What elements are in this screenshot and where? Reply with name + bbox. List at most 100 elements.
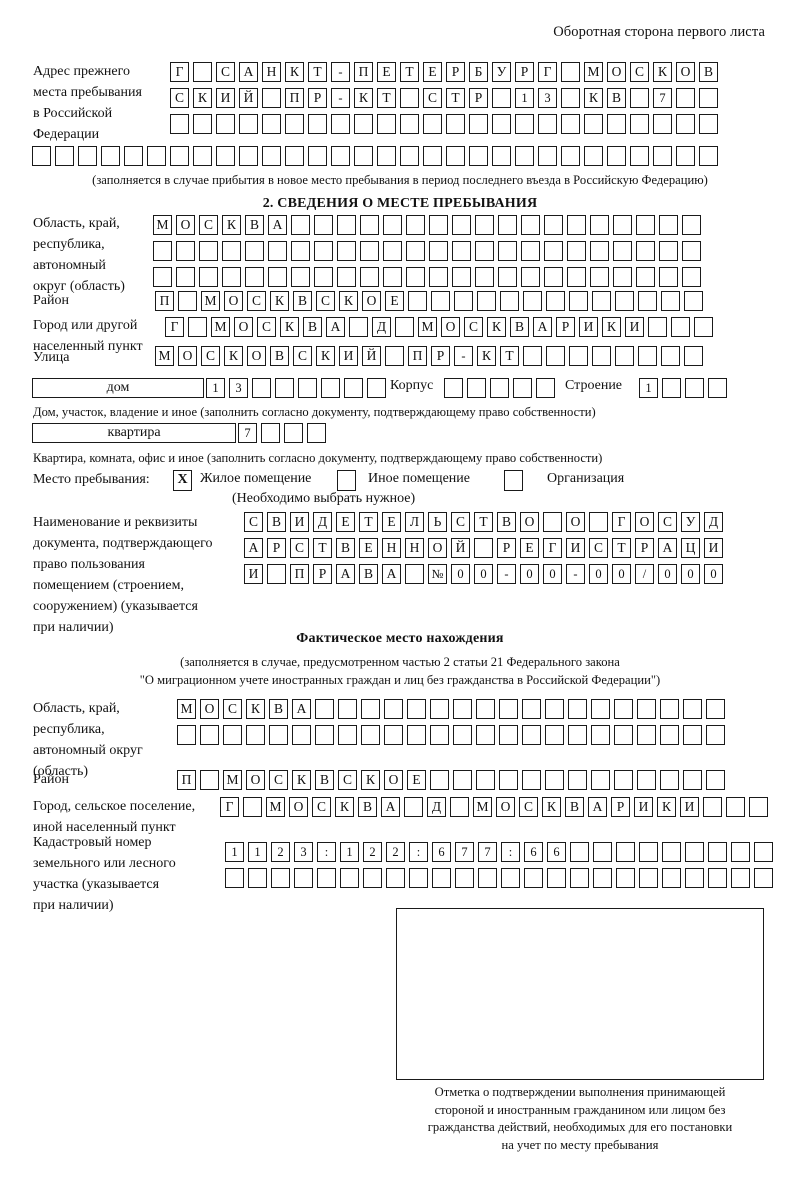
actual-region-row-1-cell-22[interactable] (660, 699, 679, 719)
prev-address-row-1-cell-1[interactable]: Г (170, 62, 189, 82)
city-row-cell-2[interactable] (188, 317, 207, 337)
prev-address-row-4-cell-18[interactable] (423, 146, 442, 166)
prev-address-row-4-cell-13[interactable] (308, 146, 327, 166)
house-cells-cell-3[interactable] (252, 378, 271, 398)
street-row-cell-18[interactable] (546, 346, 565, 366)
prev-address-row-3-cell-6[interactable] (285, 114, 304, 134)
actual-region-row-2-cell-20[interactable] (614, 725, 633, 745)
region-row-2-cell-23[interactable] (659, 241, 678, 261)
cadastral-row-1-cell-7[interactable]: 2 (363, 842, 382, 862)
document-row-2-cell-20[interactable]: Ц (681, 538, 700, 558)
region-row-3-cell-11[interactable] (383, 267, 402, 287)
cadastral-row-1-cell-9[interactable]: : (409, 842, 428, 862)
document-row-2-cell-1[interactable]: А (244, 538, 263, 558)
prev-address-row-2-cell-21[interactable] (630, 88, 649, 108)
actual-city-row-cell-21[interactable]: И (680, 797, 699, 817)
district-row-cell-7[interactable]: В (293, 291, 312, 311)
region-row-2-cell-19[interactable] (567, 241, 586, 261)
prev-address-row-3-cell-16[interactable] (515, 114, 534, 134)
document-row-3-cell-14[interactable]: 0 (543, 564, 562, 584)
document-row-3-cell-19[interactable]: 0 (658, 564, 677, 584)
prev-address-row-1-cell-6[interactable]: К (285, 62, 304, 82)
document-row-2-cell-17[interactable]: Т (612, 538, 631, 558)
prev-address-row-1-cell-8[interactable]: - (331, 62, 350, 82)
actual-district-row-cell-6[interactable]: К (292, 770, 311, 790)
document-row-2-cell-8[interactable]: Н (405, 538, 424, 558)
prev-address-row-3-cell-1[interactable] (170, 114, 189, 134)
document-row-3-cell-4[interactable]: Р (313, 564, 332, 584)
city-row-cell-23[interactable] (671, 317, 690, 337)
house-cells-cell-2[interactable]: 3 (229, 378, 248, 398)
region-row-2-cell-17[interactable] (521, 241, 540, 261)
prev-address-row-3-cell-12[interactable] (423, 114, 442, 134)
prev-address-row-2-cell-9[interactable]: К (354, 88, 373, 108)
cadastral-row-2-cell-12[interactable] (478, 868, 497, 888)
actual-district-row-cell-7[interactable]: В (315, 770, 334, 790)
actual-region-row-1-cell-10[interactable] (384, 699, 403, 719)
city-row-cell-24[interactable] (694, 317, 713, 337)
cadastral-row-2-cell-8[interactable] (386, 868, 405, 888)
region-row-3-cell-9[interactable] (337, 267, 356, 287)
korpus-cells[interactable] (444, 378, 559, 398)
region-row-3-cell-16[interactable] (498, 267, 517, 287)
prev-address-row-2-cell-3[interactable]: И (216, 88, 235, 108)
street-row-cell-13[interactable]: Р (431, 346, 450, 366)
cadastral-row-1-cell-6[interactable]: 1 (340, 842, 359, 862)
city-row-cell-21[interactable]: И (625, 317, 644, 337)
street-row-cell-8[interactable]: К (316, 346, 335, 366)
prev-address-row-1-cell-24[interactable]: В (699, 62, 718, 82)
actual-city-row-cell-6[interactable]: К (335, 797, 354, 817)
actual-region-row-2-cell-10[interactable] (384, 725, 403, 745)
actual-city-row-cell-3[interactable]: М (266, 797, 285, 817)
document-row-2-cell-5[interactable]: В (336, 538, 355, 558)
document-row-2-cell-6[interactable]: Е (359, 538, 378, 558)
region-row-3-cell-4[interactable] (222, 267, 241, 287)
actual-region-row-2-cell-3[interactable] (223, 725, 242, 745)
prev-address-row-4-cell-9[interactable] (216, 146, 235, 166)
cadastral-row-1-cell-10[interactable]: 6 (432, 842, 451, 862)
street-row-cell-10[interactable]: Й (362, 346, 381, 366)
actual-district-row-cell-9[interactable]: К (361, 770, 380, 790)
korpus-cells-cell-3[interactable] (490, 378, 509, 398)
prev-address-row-1-cell-10[interactable]: Е (377, 62, 396, 82)
city-row-cell-5[interactable]: С (257, 317, 276, 337)
document-row-1-cell-13[interactable]: О (520, 512, 539, 532)
region-row-1-cell-10[interactable] (360, 215, 379, 235)
document-row-1-cell-3[interactable]: И (290, 512, 309, 532)
actual-region-row-1-cell-5[interactable]: В (269, 699, 288, 719)
city-row-cell-14[interactable]: С (464, 317, 483, 337)
actual-district-row-cell-21[interactable] (637, 770, 656, 790)
region-row-3-cell-12[interactable] (406, 267, 425, 287)
region-row-1-cell-19[interactable] (567, 215, 586, 235)
district-row-cell-19[interactable] (569, 291, 588, 311)
region-row-2-cell-18[interactable] (544, 241, 563, 261)
cadastral-row-1-cell-19[interactable] (639, 842, 658, 862)
region-row-3-cell-10[interactable] (360, 267, 379, 287)
city-row-cell-4[interactable]: О (234, 317, 253, 337)
region-row-1-cell-2[interactable]: О (176, 215, 195, 235)
region-row-2-cell-3[interactable] (199, 241, 218, 261)
district-row-cell-21[interactable] (615, 291, 634, 311)
cadastral-row-2-cell-14[interactable] (524, 868, 543, 888)
document-row-1-cell-12[interactable]: В (497, 512, 516, 532)
prev-address-row-1-cell-9[interactable]: П (354, 62, 373, 82)
actual-region-row-2-cell-18[interactable] (568, 725, 587, 745)
cadastral-row-2-cell-2[interactable] (248, 868, 267, 888)
document-row-3-cell-18[interactable]: / (635, 564, 654, 584)
document-row-2-cell-10[interactable]: Й (451, 538, 470, 558)
prev-address-row-4-cell-23[interactable] (538, 146, 557, 166)
prev-address-row-3-cell-18[interactable] (561, 114, 580, 134)
region-row-1-cell-20[interactable] (590, 215, 609, 235)
region-row-1-cell-4[interactable]: К (222, 215, 241, 235)
region-row-3-cell-19[interactable] (567, 267, 586, 287)
street-row-cell-1[interactable]: М (155, 346, 174, 366)
prev-address-row-4-cell-12[interactable] (285, 146, 304, 166)
region-row-1-cell-1[interactable]: М (153, 215, 172, 235)
actual-city-row-cell-20[interactable]: К (657, 797, 676, 817)
document-row-1-cell-2[interactable]: В (267, 512, 286, 532)
prev-address-row-2-cell-14[interactable]: Р (469, 88, 488, 108)
cadastral-row-2-cell-5[interactable] (317, 868, 336, 888)
prev-address-row-2-cell-2[interactable]: К (193, 88, 212, 108)
